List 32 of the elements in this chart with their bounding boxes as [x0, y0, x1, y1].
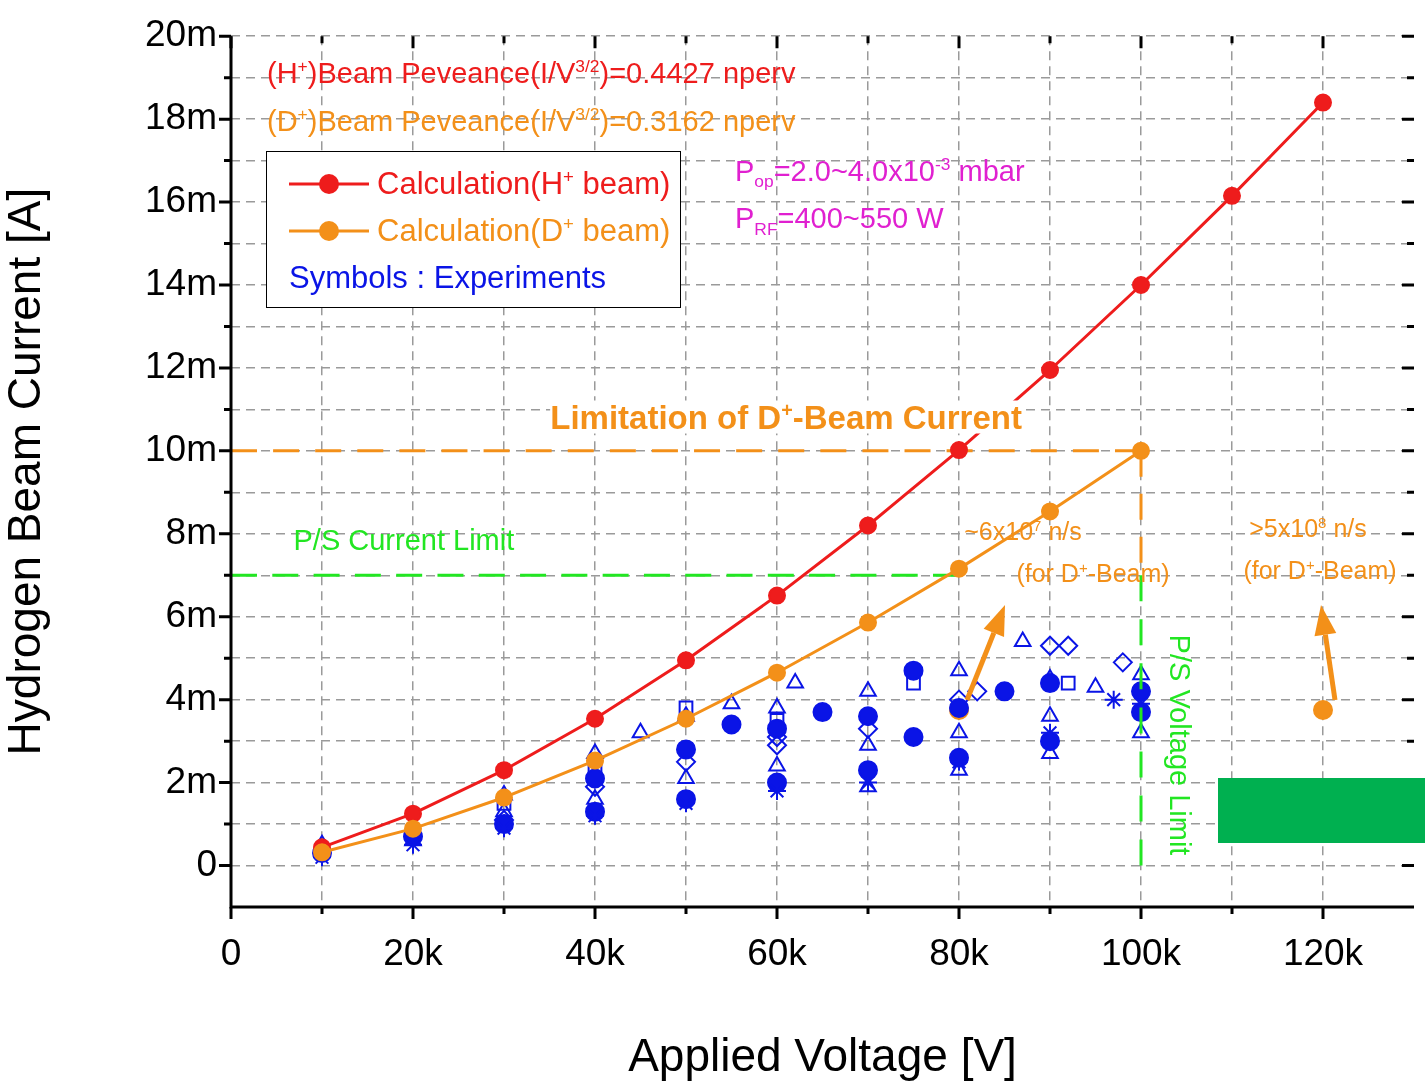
x-tick-label: 80k	[929, 932, 990, 974]
annotation: (H$^{+}$)Beam Peveance(I/V$^{3/2}$)=0.4427 nperv	[267, 56, 796, 89]
x-tick-label: 40k	[565, 932, 626, 974]
y-tick-label: 16m	[145, 179, 217, 221]
x-axis-title: Applied Voltage [V]	[628, 1029, 1017, 1082]
annotation: P/S Current Limit	[293, 523, 515, 556]
annotation: P/S Voltage Limit	[1163, 634, 1196, 856]
y-axis-title: Hydrogen Beam Current [A]	[0, 187, 51, 756]
annotation: >5x10$^{8}$ n/s	[1249, 514, 1367, 543]
annotation: Symbols : Experiments	[289, 258, 607, 297]
y-tick-label: 0	[196, 842, 217, 884]
legend-label: Calculation(D$^{+}$ beam)	[377, 212, 671, 249]
annotation: P$_{RF}$=400~550 W	[735, 202, 944, 239]
annotation: Limitation of D$^{+}$-Beam Current	[550, 398, 1022, 436]
y-tick-label: 8m	[165, 511, 217, 552]
y-tick-label: 18m	[145, 96, 217, 138]
annotation: P$_{op}$=2.0~4.0x10$^{-3}$ mbar	[735, 154, 1025, 192]
annotation: (for D$^{+}$-Beam)	[1016, 559, 1170, 588]
x-tick-label: 100k	[1100, 932, 1182, 974]
y-tick-label: 20m	[145, 13, 217, 55]
x-tick-label: 120k	[1282, 932, 1364, 974]
annotation: (for D$^{+}$-Beam)	[1243, 556, 1397, 585]
y-tick-label: 10m	[145, 428, 217, 470]
y-tick-label: 2m	[165, 759, 217, 801]
x-tick-label: 20k	[383, 932, 444, 974]
y-tick-label: 6m	[165, 593, 217, 635]
annotation: (D$^{+}$)Beam Peveance(I/V$^{3/2}$)=0.3162 nperv	[267, 104, 796, 137]
x-tick-label: 60k	[747, 932, 808, 974]
y-tick-label: 4m	[165, 676, 217, 718]
y-tick-label: 14m	[145, 262, 217, 304]
y-tick-label: 12m	[145, 345, 217, 387]
legend-label: Calculation(H$^{+}$ beam)	[377, 165, 671, 202]
